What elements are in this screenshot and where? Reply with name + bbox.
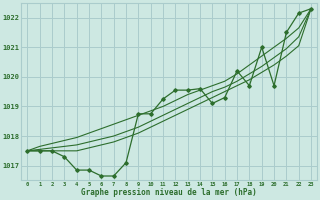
X-axis label: Graphe pression niveau de la mer (hPa): Graphe pression niveau de la mer (hPa): [81, 188, 257, 197]
